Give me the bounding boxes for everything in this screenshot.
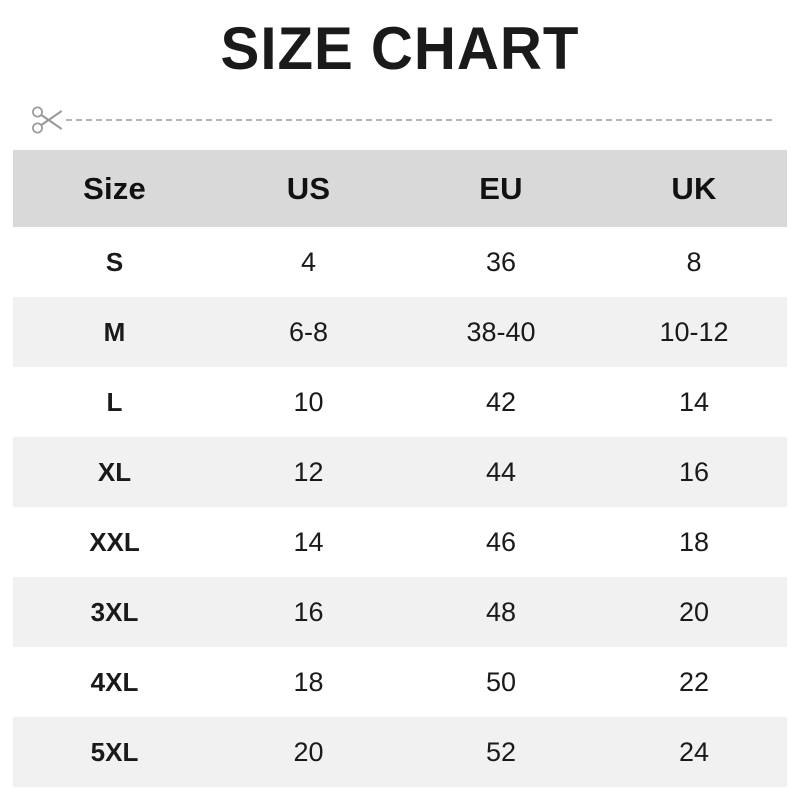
cell-size: M (13, 297, 216, 367)
cut-line (0, 104, 800, 136)
cell-uk: 16 (601, 437, 787, 507)
cell-size: XXL (13, 507, 216, 577)
cell-eu: 46 (401, 507, 601, 577)
cell-us: 4 (216, 227, 401, 297)
cell-size: 5XL (13, 717, 216, 787)
cell-us: 12 (216, 437, 401, 507)
cell-uk: 22 (601, 647, 787, 717)
cell-eu: 44 (401, 437, 601, 507)
cell-eu: 50 (401, 647, 601, 717)
cell-uk: 18 (601, 507, 787, 577)
table-row: 3XL 16 48 20 (13, 577, 787, 647)
cell-size: L (13, 367, 216, 437)
cell-size: S (13, 227, 216, 297)
cell-size: 3XL (13, 577, 216, 647)
size-chart-table: Size US EU UK S 4 36 8 M 6-8 38-40 10-12 L 10 42 14… (13, 150, 787, 787)
cell-uk: 8 (601, 227, 787, 297)
table-row: XXL 14 46 18 (13, 507, 787, 577)
cell-size: XL (13, 437, 216, 507)
scissors-icon (30, 104, 64, 136)
cell-uk: 20 (601, 577, 787, 647)
cell-eu: 38-40 (401, 297, 601, 367)
column-header-eu: EU (401, 150, 601, 227)
column-header-uk: UK (601, 150, 787, 227)
table-row: L 10 42 14 (13, 367, 787, 437)
table-header: Size US EU UK (13, 150, 787, 227)
page-title: SIZE CHART (220, 15, 580, 82)
table-row: 5XL 20 52 24 (13, 717, 787, 787)
cell-size: 4XL (13, 647, 216, 717)
table-header-row: Size US EU UK (13, 150, 787, 227)
cell-us: 6-8 (216, 297, 401, 367)
column-header-us: US (216, 150, 401, 227)
table-body: S 4 36 8 M 6-8 38-40 10-12 L 10 42 14 XL 12 44 16 XXL 14 4… (13, 227, 787, 787)
table-row: M 6-8 38-40 10-12 (13, 297, 787, 367)
cell-eu: 36 (401, 227, 601, 297)
cell-eu: 48 (401, 577, 601, 647)
cell-us: 10 (216, 367, 401, 437)
cell-uk: 14 (601, 367, 787, 437)
page-title-container: SIZE CHART (0, 0, 800, 98)
cell-us: 20 (216, 717, 401, 787)
cell-us: 14 (216, 507, 401, 577)
cell-us: 16 (216, 577, 401, 647)
cut-dashed-line (66, 119, 772, 121)
cell-uk: 10-12 (601, 297, 787, 367)
table-row: S 4 36 8 (13, 227, 787, 297)
table-row: XL 12 44 16 (13, 437, 787, 507)
column-header-size: Size (13, 150, 216, 227)
cell-uk: 24 (601, 717, 787, 787)
cell-us: 18 (216, 647, 401, 717)
table-row: 4XL 18 50 22 (13, 647, 787, 717)
cell-eu: 52 (401, 717, 601, 787)
cell-eu: 42 (401, 367, 601, 437)
